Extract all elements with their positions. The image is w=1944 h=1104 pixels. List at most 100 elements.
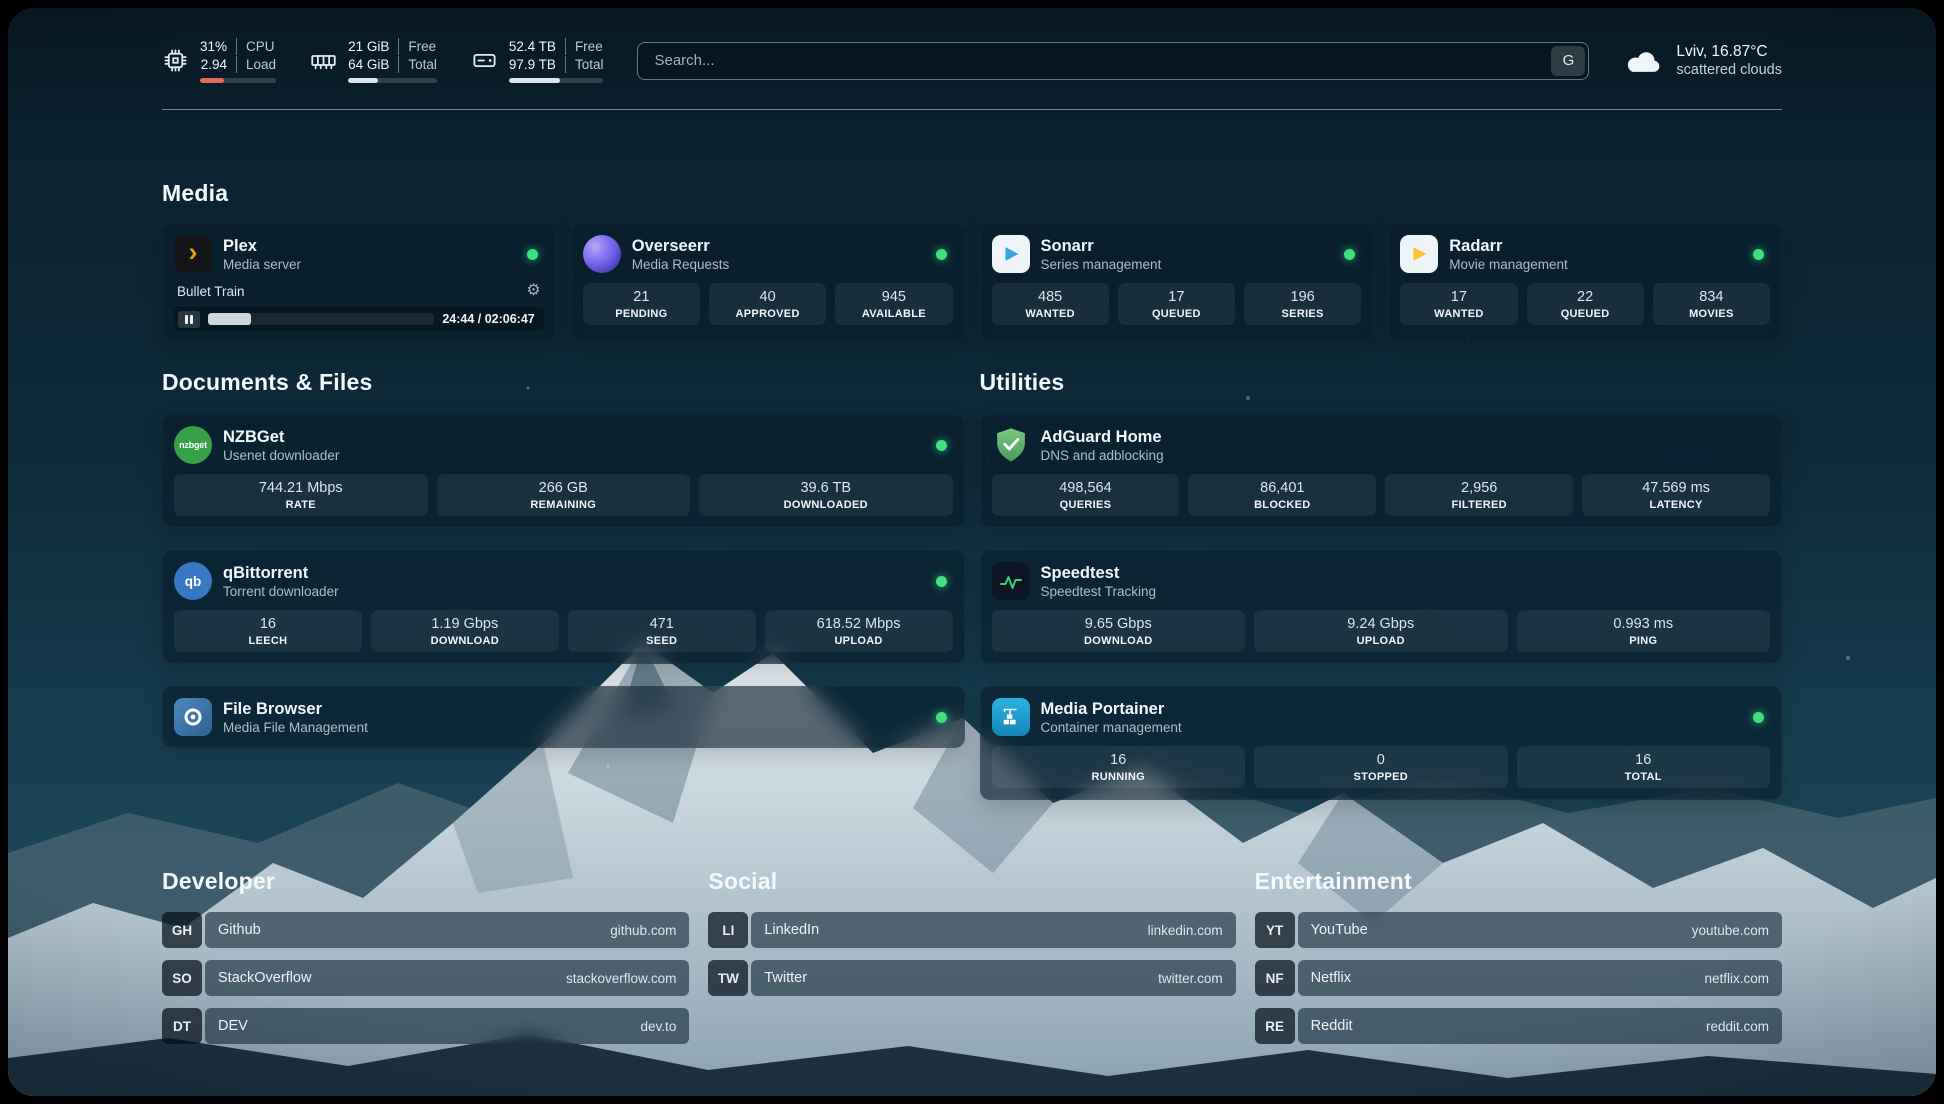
disk-widget: 52.4 TB Free 97.9 TB Total [471,38,604,83]
service-link-radarr[interactable]: Radarr Movie management [1400,235,1770,273]
bookmark-url: netflix.com [1704,970,1769,986]
stat-label: FILTERED [1451,499,1507,511]
bookmark-name: DEV [218,1018,248,1034]
service-link-adguard[interactable]: AdGuard Home DNS and adblocking [992,426,1771,464]
bookmark-dev[interactable]: DT DEV dev.to [162,1008,690,1044]
service-name: NZBGet [223,427,285,446]
section-documents: Documents & Files nzbget NZBGet Usenet d… [162,369,965,800]
service-link-qbittorrent[interactable]: qb qBittorrent Torrent downloader [174,562,953,600]
stat-label: DOWNLOAD [1084,635,1153,647]
stat-box: 1.19 Gbps DOWNLOAD [370,610,559,652]
search-input[interactable] [641,45,1552,76]
service-link-portainer[interactable]: Media Portainer Container management [991,698,1771,736]
search-engine-button[interactable]: G [1551,45,1586,76]
service-link-sonarr[interactable]: Sonarr Series management [991,235,1362,273]
service-link-filebrowser[interactable]: File Browser Media File Management [174,698,953,736]
memory-free-label: Free [398,38,437,55]
bookmark-netflix[interactable]: NF Netflix netflix.com [1254,960,1782,996]
status-dot-online [935,439,947,451]
stat-box: 834 MOVIES [1652,283,1770,325]
stat-value: 17 [1450,289,1467,305]
stat-box: 196 SERIES [1244,283,1362,325]
service-name: Overseerr [631,236,710,255]
stat-value: 471 [649,616,674,632]
bookmark-abbr: YT [1254,912,1295,948]
bookmark-linkedin[interactable]: LI LinkedIn linkedin.com [708,912,1236,948]
bookmark-github[interactable]: GH Github github.com [162,912,690,948]
stat-label: APPROVED [735,308,800,320]
cpu-usage-bar [200,78,277,83]
dashboard-window: 31% CPU 2.94 Load [8,8,1936,1096]
cpu-icon [162,47,189,74]
cloud-icon [1623,45,1663,77]
service-name: AdGuard Home [1040,427,1162,446]
bookmark-youtube[interactable]: YT YouTube youtube.com [1254,912,1782,948]
stat-label: RATE [285,499,316,511]
stat-value: 21 [633,289,650,305]
section-title-documents: Documents & Files [162,369,373,395]
bookmark-url: stackoverflow.com [566,970,677,986]
weather-location-temp: Lviv, 16.87°C [1676,43,1768,60]
status-dot-online [935,711,947,723]
stat-label: SEED [646,635,678,647]
stat-box: 2,956 FILTERED [1385,474,1574,516]
bookmark-abbr: SO [162,960,202,996]
radarr-icon [1400,235,1439,273]
service-card-sonarr: Sonarr Series management 485 WANTED 17 Q… [979,223,1374,343]
stat-label: MOVIES [1689,308,1734,320]
bookmark-stackoverflow[interactable]: SO StackOverflow stackoverflow.com [162,960,690,996]
service-card-plex: › Plex Media server Bullet Train ⚙ [162,223,556,343]
stat-value: 16 [259,616,276,632]
bookmark-abbr: NF [1254,960,1295,996]
memory-total-value: 64 GiB [348,57,390,72]
stat-label: SERIES [1281,308,1324,320]
stat-value: 485 [1038,289,1063,305]
bookmark-reddit[interactable]: RE Reddit reddit.com [1254,1008,1782,1044]
stat-box: 17 QUEUED [1117,283,1235,325]
bookmark-name: Netflix [1310,970,1351,986]
stat-box: 9.65 Gbps DOWNLOAD [991,610,1245,652]
section-developer: Developer GH Github github.com SO StackO… [162,868,690,1044]
disk-total-label: Total [564,56,603,73]
stat-box: 16 TOTAL [1516,746,1770,788]
service-subtitle: Media Requests [631,256,730,272]
stat-box: 39.6 TB DOWNLOADED [699,474,953,516]
service-name: File Browser [223,699,323,718]
stat-value: 618.52 Mbps [816,616,901,632]
service-link-speedtest[interactable]: Speedtest Speedtest Tracking [991,562,1771,600]
portainer-icon [991,698,1030,736]
pause-icon[interactable] [178,310,200,328]
bookmark-url: dev.to [640,1018,677,1034]
service-subtitle: Media File Management [223,719,368,735]
service-name: qBittorrent [223,563,309,582]
service-card-adguard: AdGuard Home DNS and adblocking 498,564 … [979,414,1782,528]
cpu-load-label: Load [236,56,276,73]
service-subtitle: Series management [1040,256,1162,272]
stat-value: 0.993 ms [1613,616,1674,632]
stat-label: WANTED [1434,308,1484,320]
status-dot-online [1753,711,1764,723]
stat-label: DOWNLOAD [430,635,499,647]
disk-total-value: 97.9 TB [508,57,556,72]
service-link-overseerr[interactable]: Overseerr Media Requests [582,235,953,273]
bookmark-twitter[interactable]: TW Twitter twitter.com [708,960,1236,996]
stat-value: 2,956 [1461,480,1498,496]
playback-time: 24:44 / 02:06:47 [442,312,535,326]
stat-label: UPLOAD [1356,635,1405,647]
stat-box: 945 AVAILABLE [835,283,953,325]
status-dot-online [935,248,947,260]
service-name: Plex [223,236,257,255]
section-title-developer: Developer [162,868,276,894]
service-link-nzbget[interactable]: nzbget NZBGet Usenet downloader [174,426,953,464]
playback-progress[interactable] [208,313,435,325]
service-link-plex[interactable]: › Plex Media server [174,235,544,273]
gear-icon[interactable]: ⚙ [526,282,541,299]
stat-box: 471 SEED [567,610,756,652]
topbar: 31% CPU 2.94 Load [162,38,1782,83]
stat-box: 22 QUEUED [1526,283,1644,325]
stat-label: LATENCY [1649,499,1703,511]
service-subtitle: Usenet downloader [223,447,340,463]
service-name: Sonarr [1040,236,1094,255]
service-card-radarr: Radarr Movie management 17 WANTED 22 QUE… [1388,223,1782,343]
status-dot-online [526,248,538,260]
